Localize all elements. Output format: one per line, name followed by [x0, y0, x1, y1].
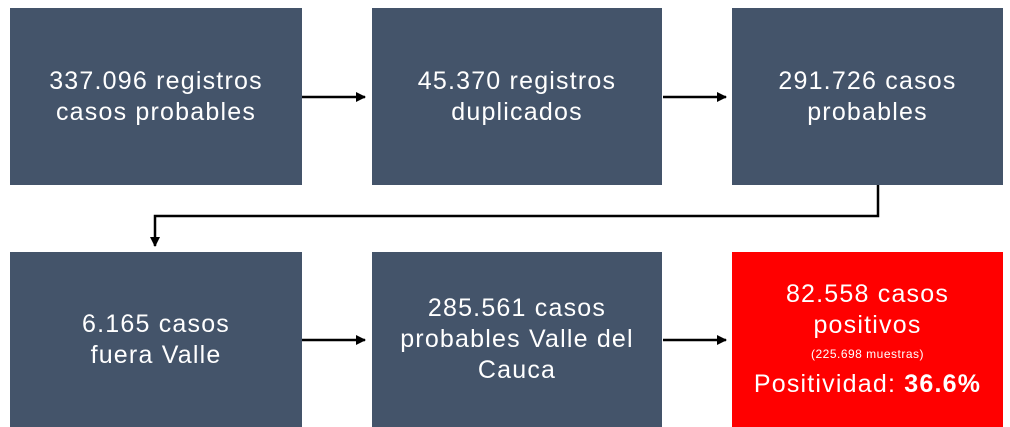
- node-text: 337.096 registros: [49, 66, 263, 95]
- arrow: [150, 185, 880, 247]
- node-text: 6.165 casos: [81, 309, 230, 338]
- node: 337.096 registros casos probables: [10, 8, 302, 185]
- positivity-label: Positividad:: [753, 369, 897, 398]
- node-text: probables: [807, 97, 928, 126]
- node-text: 45.370 registros: [417, 66, 617, 95]
- node-text: 82.558 casos: [785, 279, 950, 308]
- node-text: Cauca: [477, 356, 557, 384]
- node-text: casos probables: [55, 97, 257, 126]
- node-text: probables Valle del: [400, 325, 634, 353]
- positivity-value: 36.6%: [904, 369, 982, 398]
- positivity: Positividad: 36.6%: [754, 367, 981, 401]
- node-text: positivos: [813, 310, 922, 339]
- node-text: 285.561 casos: [427, 294, 607, 322]
- node: 6.165 casos fuera Valle: [10, 252, 302, 427]
- node: 291.726 casos probables: [732, 8, 1003, 185]
- node-result: 82.558 casos positivos (225.698 muestras) P…: [732, 252, 1003, 427]
- node: 45.370 registros duplicados: [372, 8, 662, 185]
- node: 285.561 casos probables Valle del Cauca: [372, 252, 662, 427]
- node-note: (225.698 muestras): [810, 346, 925, 361]
- node-text: fuera Valle: [90, 340, 222, 369]
- node-text: 291.726 casos: [778, 66, 957, 95]
- node-text: duplicados: [451, 97, 583, 126]
